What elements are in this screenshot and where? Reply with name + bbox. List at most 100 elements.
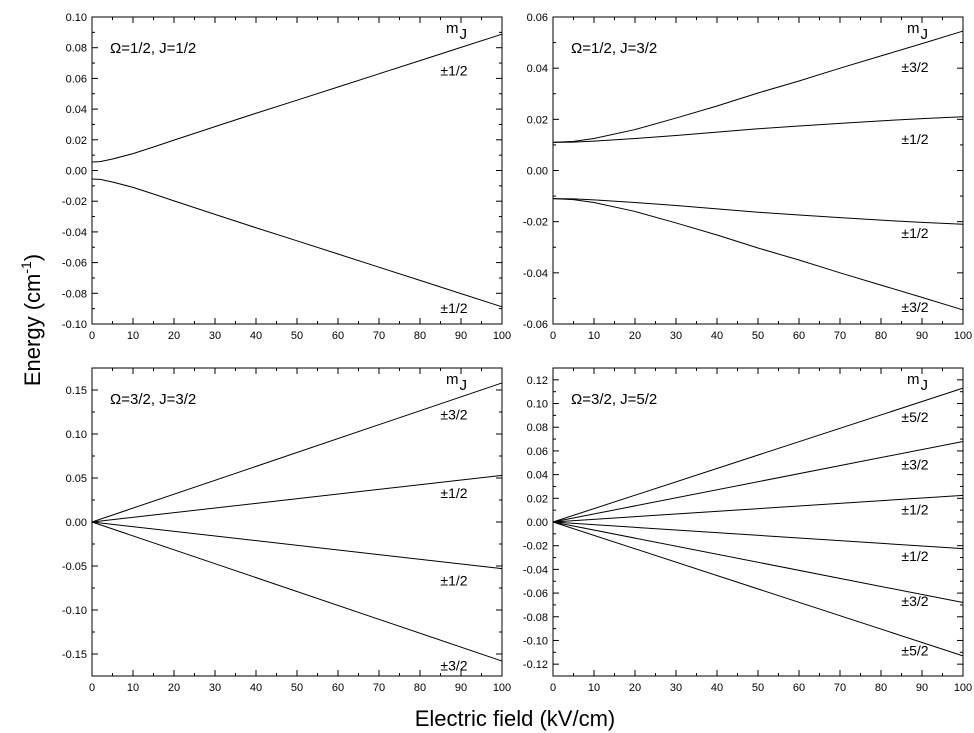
y-tick-label: 0.10 [527, 399, 548, 411]
x-tick-label: 70 [373, 682, 385, 694]
x-tick-label: 60 [332, 682, 344, 694]
y-tick-label: 0.06 [527, 12, 548, 24]
series-label: ±1/2 [901, 131, 928, 147]
series-label: ±5/2 [901, 409, 928, 425]
y-tick-label: -0.10 [523, 635, 548, 647]
series-label: ±1/2 [901, 225, 928, 241]
x-tick-label: 40 [711, 682, 723, 694]
y-tick-label: 0.15 [66, 385, 87, 397]
x-tick-label: 80 [875, 330, 887, 342]
x-tick-label: 80 [875, 682, 887, 694]
y-tick-label: 0.05 [66, 473, 87, 485]
series-label: ±3/2 [901, 59, 928, 75]
y-tick-label: -0.06 [523, 588, 548, 600]
x-tick-label: 90 [916, 330, 928, 342]
x-tick-label: 20 [168, 330, 180, 342]
x-tick-label: 10 [588, 682, 600, 694]
y-tick-label: 0.00 [527, 517, 548, 529]
y-tick-label: 0.12 [527, 375, 548, 387]
x-tick-label: 0 [550, 330, 556, 342]
x-tick-label: 50 [291, 682, 303, 694]
y-tick-label: -0.10 [62, 319, 87, 331]
x-tick-label: 90 [455, 330, 467, 342]
x-axis-title: Electric field (kV/cm) [415, 706, 615, 731]
y-tick-label: 0.04 [527, 470, 548, 482]
series-label: ±3/2 [901, 593, 928, 609]
y-tick-label: 0.00 [66, 517, 87, 529]
series-label: ±1/2 [901, 548, 928, 564]
y-tick-label: 0.04 [66, 104, 87, 116]
y-tick-label: 0.02 [527, 114, 548, 126]
y-tick-label: -0.04 [523, 268, 548, 280]
x-tick-label: 80 [414, 682, 426, 694]
chart-panel: 0 10 20 30 40 50 60 70 80 90 100 -0.12 -0.10 -0.08 -0.… [523, 368, 972, 694]
series-line [92, 522, 502, 569]
panel-title: Ω=1/2, J=3/2 [571, 40, 657, 57]
x-tick-label: 70 [373, 330, 385, 342]
panels: 0 10 20 30 40 50 60 70 80 90 100-0.10-0.08-0.06-0.… [62, 12, 972, 694]
y-tick-label: 0.10 [66, 12, 87, 24]
y-tick-label: -0.06 [523, 319, 548, 331]
series-label: ±3/2 [901, 457, 928, 473]
x-tick-label: 50 [752, 682, 764, 694]
y-tick-label: -0.05 [62, 561, 87, 573]
chart-panel: 0 10 20 30 40 50 60 70 80 90 100-0.15-0.10-0.050.0… [62, 368, 511, 694]
x-tick-label: 60 [332, 330, 344, 342]
series-label: ±1/2 [901, 502, 928, 518]
x-tick-label: 30 [209, 330, 221, 342]
x-tick-label: 30 [670, 682, 682, 694]
panel-title: Ω=3/2, J=5/2 [571, 391, 657, 408]
y-axis-title: Energy (cm-1) [18, 254, 45, 386]
y-tick-label: 0.10 [66, 429, 87, 441]
x-tick-label: 70 [834, 682, 846, 694]
series-label: ±5/2 [901, 643, 928, 659]
x-tick-label: 100 [954, 330, 972, 342]
x-tick-label: 40 [250, 682, 262, 694]
series-label: ±1/2 [440, 573, 467, 589]
x-tick-label: 40 [711, 330, 723, 342]
y-axis-title-superscript: -1 [18, 261, 34, 274]
y-tick-label: -0.04 [523, 564, 548, 576]
panel-title: Ω=3/2, J=3/2 [110, 391, 196, 408]
x-tick-label: 80 [414, 330, 426, 342]
y-tick-label: 0.08 [527, 422, 548, 434]
x-tick-label: 20 [629, 682, 641, 694]
y-tick-label: -0.12 [523, 659, 548, 671]
x-tick-label: 0 [89, 330, 95, 342]
y-tick-label: 0.02 [66, 135, 87, 147]
series-label: ±3/2 [440, 407, 467, 423]
x-tick-label: 50 [752, 330, 764, 342]
series-line [92, 522, 502, 661]
y-tick-label: 0.06 [527, 446, 548, 458]
series-line [553, 199, 963, 225]
series-label: ±1/2 [440, 300, 467, 316]
y-tick-label: -0.02 [62, 196, 87, 208]
y-tick-label: -0.08 [523, 612, 548, 624]
x-tick-label: 70 [834, 330, 846, 342]
x-tick-label: 50 [291, 330, 303, 342]
x-tick-label: 30 [670, 330, 682, 342]
chart-panel: 0 10 20 30 40 50 60 70 80 90 100 -0.06 -0.04 -0.02 0.0… [523, 12, 972, 342]
x-tick-label: 90 [916, 682, 928, 694]
y-tick-label: 0.00 [527, 166, 548, 178]
x-tick-label: 10 [127, 682, 139, 694]
chart-panel: 0 10 20 30 40 50 60 70 80 90 100 -0.10 -0.08 -0.06 -0.… [62, 12, 511, 342]
x-tick-label: 30 [209, 682, 221, 694]
y-tick-label: -0.10 [62, 605, 87, 617]
series-line [553, 522, 963, 656]
series-line [553, 522, 963, 549]
x-tick-label: 100 [954, 682, 972, 694]
y-tick-label: 0.00 [66, 166, 87, 178]
series-label: ±1/2 [440, 63, 467, 79]
x-tick-label: 20 [168, 682, 180, 694]
series-line [553, 199, 963, 310]
y-tick-label: 0.06 [66, 73, 87, 85]
x-tick-label: 40 [250, 330, 262, 342]
series-label: ±1/2 [440, 485, 467, 501]
y-tick-label: 0.02 [527, 493, 548, 505]
y-tick-label: -0.08 [62, 288, 87, 300]
y-tick-label: 0.08 [66, 43, 87, 55]
y-tick-label: -0.02 [523, 217, 548, 229]
legend-header: mJ [446, 20, 467, 43]
